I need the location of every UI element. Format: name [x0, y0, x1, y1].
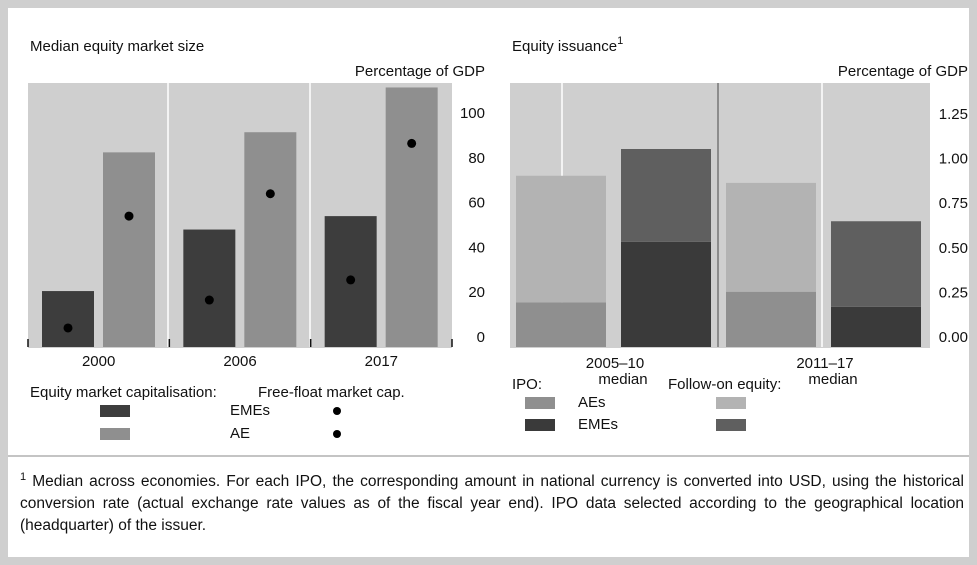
footnote: 1 Median across economies. For each IPO,…	[20, 466, 964, 537]
legend-header: IPO:	[512, 376, 542, 393]
y-tick-label: 0.00	[939, 329, 968, 346]
chart-title: Equity issuance1	[512, 35, 623, 55]
legend-label: EMEs	[230, 402, 270, 419]
dot	[346, 275, 356, 285]
legend-header: Follow-on equity:	[668, 376, 781, 393]
bar	[621, 241, 711, 347]
legend-header: Free-float market cap.	[258, 384, 405, 401]
y-tick-label: 80	[468, 150, 485, 167]
bar	[183, 229, 236, 347]
y-tick-label: 1.25	[939, 106, 968, 123]
bar	[726, 182, 816, 292]
x-tick-label: 2005–10	[586, 355, 644, 372]
legend-swatch	[100, 405, 130, 417]
dot	[407, 138, 417, 148]
bar	[621, 149, 711, 242]
x-tick-label: 2006	[223, 353, 256, 370]
y-tick-label: 0.25	[939, 284, 968, 301]
legend-dot	[333, 430, 341, 438]
legend-swatch	[525, 419, 555, 431]
y-tick-label: 0	[477, 329, 485, 346]
footnote-text: Median across economies. For each IPO, t…	[20, 473, 964, 535]
dot	[204, 295, 214, 305]
legend-swatch	[100, 428, 130, 440]
bar	[831, 221, 921, 307]
legend-swatch	[716, 419, 746, 431]
unit-label: Percentage of GDP	[838, 63, 968, 80]
x-tick-label: 2000	[82, 353, 115, 370]
bar	[516, 175, 606, 303]
title-text: Median equity market size	[30, 38, 204, 55]
y-tick-label: 60	[468, 195, 485, 212]
x-tick-label: median	[598, 371, 647, 388]
legend-label: AEs	[578, 394, 606, 411]
bar	[103, 152, 155, 347]
y-tick-label: 100	[460, 105, 485, 122]
footnote-marker: 1	[20, 471, 27, 483]
y-tick-label: 0.50	[939, 240, 968, 257]
bar	[831, 306, 921, 347]
dot	[63, 323, 73, 333]
dot	[265, 189, 275, 199]
legend-header: Equity market capitalisation:	[30, 384, 217, 401]
title-text: Equity issuance	[512, 38, 617, 55]
y-tick-label: 40	[468, 239, 485, 256]
x-tick-label: median	[808, 371, 857, 388]
y-tick-label: 20	[468, 284, 485, 301]
y-tick-label: 1.00	[939, 151, 968, 168]
x-tick-label: 2017	[365, 353, 398, 370]
legend-label: AE	[230, 425, 250, 442]
bar	[516, 302, 606, 347]
y-tick-label: 0.75	[939, 195, 968, 212]
chart-title: Median equity market size	[30, 38, 204, 55]
legend-label: EMEs	[578, 416, 618, 433]
unit-label: Percentage of GDP	[355, 63, 485, 80]
charts: Median equity market size Percentage of G…	[8, 35, 969, 457]
legend-swatch	[525, 397, 555, 409]
bar	[726, 291, 816, 347]
bar	[244, 132, 297, 347]
title-note: 1	[617, 35, 623, 47]
legend-dot	[333, 407, 341, 415]
plot-area	[28, 83, 452, 348]
dot	[124, 211, 134, 221]
x-tick-label: 2011–17	[796, 355, 853, 372]
legend-swatch	[716, 397, 746, 409]
bar	[385, 87, 438, 347]
bar	[42, 291, 94, 347]
